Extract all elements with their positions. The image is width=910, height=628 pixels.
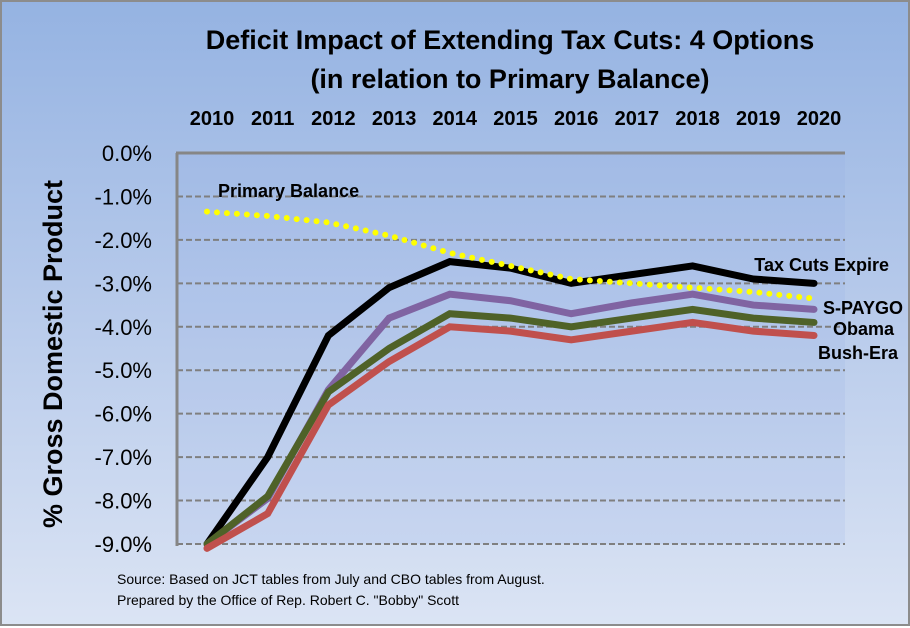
x-tick-label: 2014 bbox=[433, 108, 478, 130]
x-tick-labels: 2010 2011 2012 2013 2014 2015 2016 2017 2018 2019… bbox=[190, 108, 842, 130]
source-note: Source: Based on JCT tables from July an… bbox=[117, 571, 545, 587]
x-tick-label: 2020 bbox=[797, 108, 842, 130]
x-tick-label: 2013 bbox=[372, 108, 417, 130]
x-tick-label: 2011 bbox=[251, 108, 294, 130]
y-axis-label: % Gross Domestic Product bbox=[38, 180, 68, 528]
y-tick-labels: 0.0% -1.0% -2.0% -3.0% -4.0% -5.0% -6.0% -7.0% -… bbox=[95, 141, 152, 557]
series-line-primary-balance bbox=[204, 208, 817, 302]
series bbox=[203, 208, 818, 552]
prepared-by-note: Prepared by the Office of Rep. Robert C.… bbox=[117, 592, 459, 608]
x-tick-label: 2010 bbox=[190, 108, 235, 130]
x-tick-label: 2018 bbox=[675, 108, 720, 130]
y-tick-label: -7.0% bbox=[95, 445, 152, 470]
y-tick-label: -5.0% bbox=[95, 358, 152, 383]
x-tick-label: 2019 bbox=[736, 108, 781, 130]
x-tick-label: 2015 bbox=[493, 108, 538, 130]
series-line-obama bbox=[203, 305, 818, 548]
x-tick-label: 2012 bbox=[311, 108, 356, 130]
series-label-tax-cuts-expire: Tax Cuts Expire bbox=[754, 255, 889, 275]
chart-subtitle: (in relation to Primary Balance) bbox=[310, 64, 709, 94]
series-line-bush-era bbox=[203, 318, 818, 552]
y-tick-label: 0.0% bbox=[102, 141, 152, 166]
chart-title: Deficit Impact of Extending Tax Cuts: 4 … bbox=[206, 25, 815, 55]
x-tick-label: 2016 bbox=[554, 108, 599, 130]
x-tick-label: 2017 bbox=[615, 108, 660, 130]
y-tick-label: -8.0% bbox=[95, 489, 152, 514]
y-tick-label: -6.0% bbox=[95, 402, 152, 427]
y-tick-label: -1.0% bbox=[95, 184, 152, 209]
y-tick-label: -4.0% bbox=[95, 315, 152, 340]
y-tick-label: -2.0% bbox=[95, 228, 152, 253]
series-label-s-paygo: S-PAYGO bbox=[823, 298, 903, 318]
series-label-primary-balance: Primary Balance bbox=[218, 181, 359, 201]
y-tick-label: -9.0% bbox=[95, 532, 152, 557]
axes bbox=[175, 151, 845, 546]
y-tick-label: -3.0% bbox=[95, 271, 152, 296]
series-labels: Primary Balance Tax Cuts Expire S-PAYGOOba… bbox=[218, 181, 903, 363]
series-label-bush-era: Bush-Era bbox=[818, 343, 899, 363]
series-label-obama: Obama bbox=[833, 319, 895, 339]
